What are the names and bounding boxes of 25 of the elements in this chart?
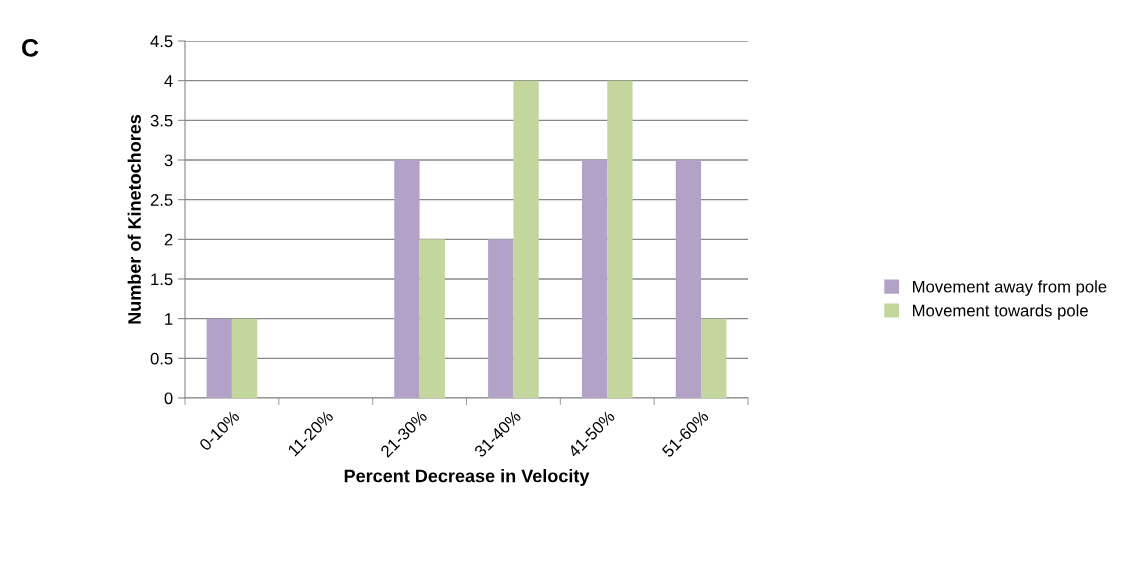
y-tick-label: 2 (164, 233, 173, 246)
y-tick-label: 0.5 (150, 352, 173, 365)
bar (206, 318, 232, 398)
text: C (22, 39, 39, 57)
y-tick-label: 0 (164, 392, 173, 405)
y-tick-label: 2.5 (150, 194, 173, 206)
bar (581, 160, 608, 398)
y-tick-label: 4 (164, 75, 173, 87)
y-axis-title: Number of Kinetochores (127, 114, 141, 324)
bar (231, 318, 258, 398)
y-tick-label: 3 (164, 154, 173, 167)
legend-label: Movement towards pole (913, 304, 1088, 320)
y-tick-label: 3.5 (150, 114, 173, 127)
bar (488, 239, 514, 398)
bar (675, 160, 702, 398)
legend-label: Movement away from pole (913, 280, 1107, 296)
y-tick-label: 1.5 (151, 273, 173, 286)
y-tick-label: 4.5 (150, 35, 173, 48)
bar (394, 160, 420, 398)
x-axis-title: Percent Decrease in Velocity (344, 469, 590, 486)
bar (419, 239, 445, 398)
y-tick-label: 1 (165, 313, 173, 325)
bar (513, 80, 539, 398)
bar (607, 80, 633, 398)
bar (701, 318, 727, 398)
